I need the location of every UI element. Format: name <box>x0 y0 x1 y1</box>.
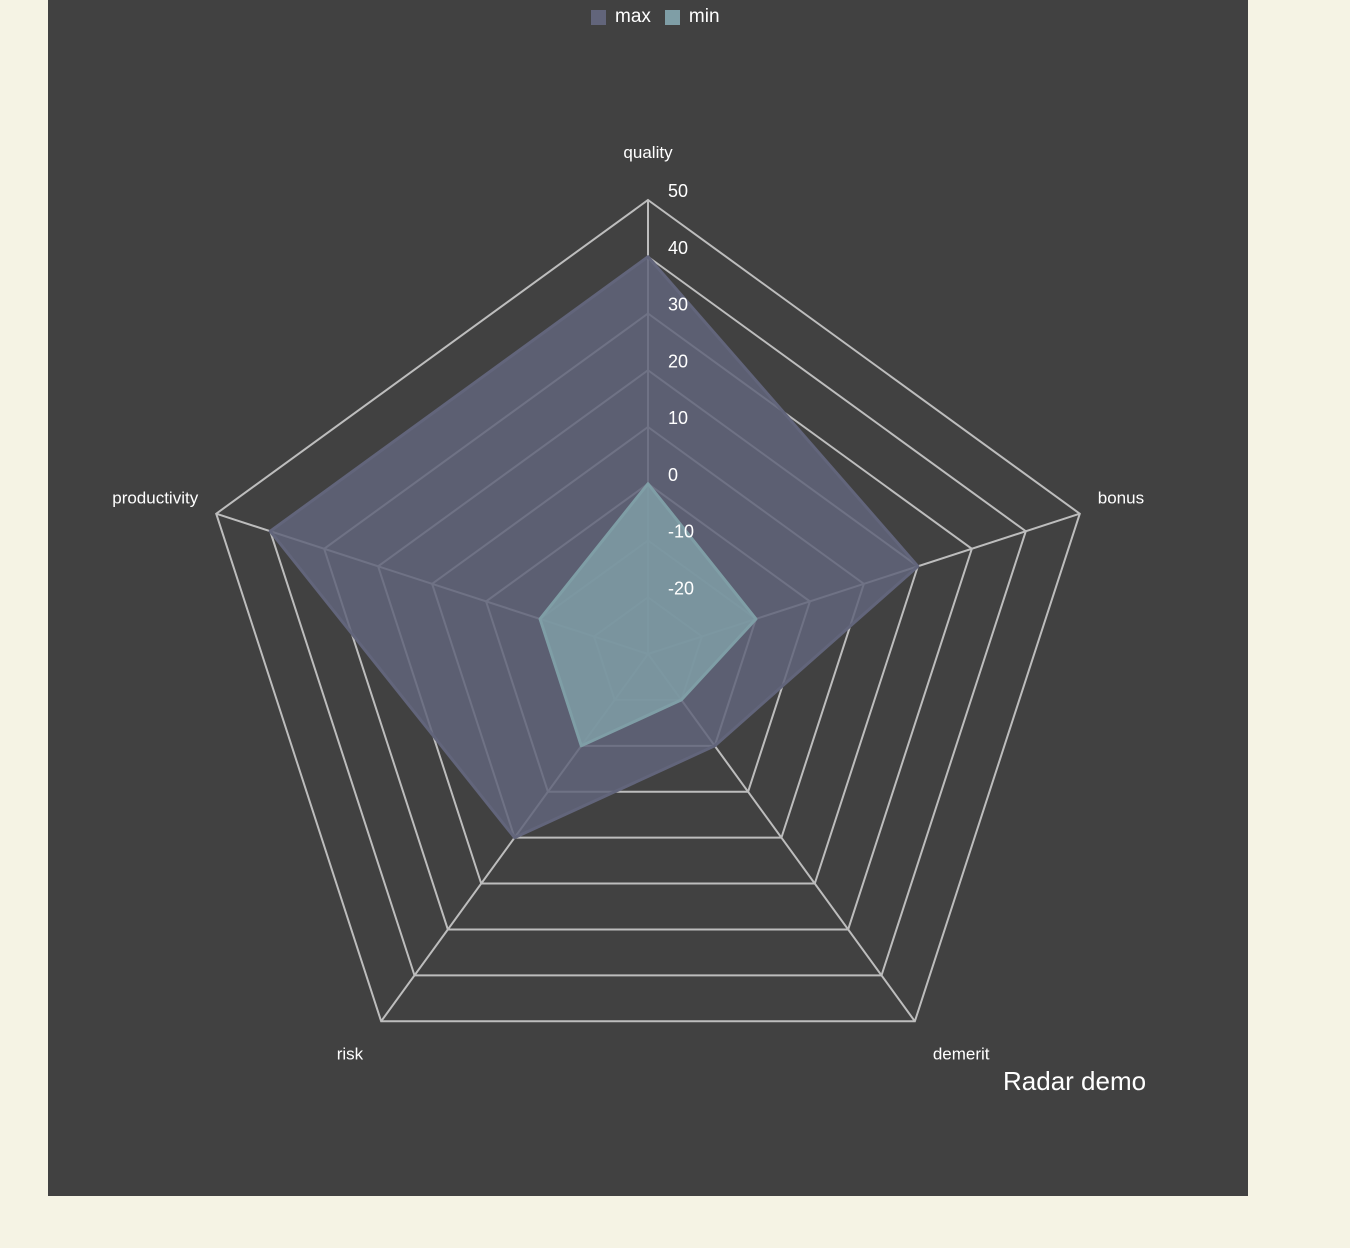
axis-label-demerit: demerit <box>933 1044 990 1063</box>
radial-tick-label: 40 <box>668 238 688 258</box>
legend-item-min[interactable]: min <box>664 6 720 28</box>
axis-label-productivity: productivity <box>112 489 198 508</box>
radial-tick-label: 0 <box>668 465 678 485</box>
radar-series <box>268 255 920 840</box>
radial-tick-label: 30 <box>668 295 688 315</box>
legend-label-min: min <box>688 6 720 27</box>
axis-label-bonus: bonus <box>1098 489 1144 508</box>
radial-tick-label: 10 <box>668 408 688 428</box>
radial-tick-label: -20 <box>668 578 694 598</box>
radial-tick-label: -10 <box>668 522 694 542</box>
series-area-max <box>268 255 920 840</box>
radial-tick-label: 20 <box>668 351 688 371</box>
chart-title: Radar demo <box>1003 1066 1147 1096</box>
legend-label-max: max <box>615 6 651 27</box>
axis-label-risk: risk <box>337 1044 364 1063</box>
legend-item-max[interactable]: max <box>591 6 651 28</box>
radar-labels: 50 40 30 20 10 0 -10 -20 quality bonus demerit risk… <box>112 143 1144 1063</box>
legend: max min <box>591 6 720 28</box>
legend-swatch-min <box>664 9 680 25</box>
chart-panel: 50 40 30 20 10 0 -10 -20 quality bonus demerit risk… <box>48 0 1248 1196</box>
series-area-min <box>538 482 758 748</box>
grid-ring <box>215 198 1081 1023</box>
axis-label-quality: quality <box>623 143 673 162</box>
radar-chart: 50 40 30 20 10 0 -10 -20 quality bonus demerit risk… <box>112 143 1144 1063</box>
radial-tick-label: 50 <box>668 181 688 201</box>
legend-swatch-max <box>591 9 606 25</box>
